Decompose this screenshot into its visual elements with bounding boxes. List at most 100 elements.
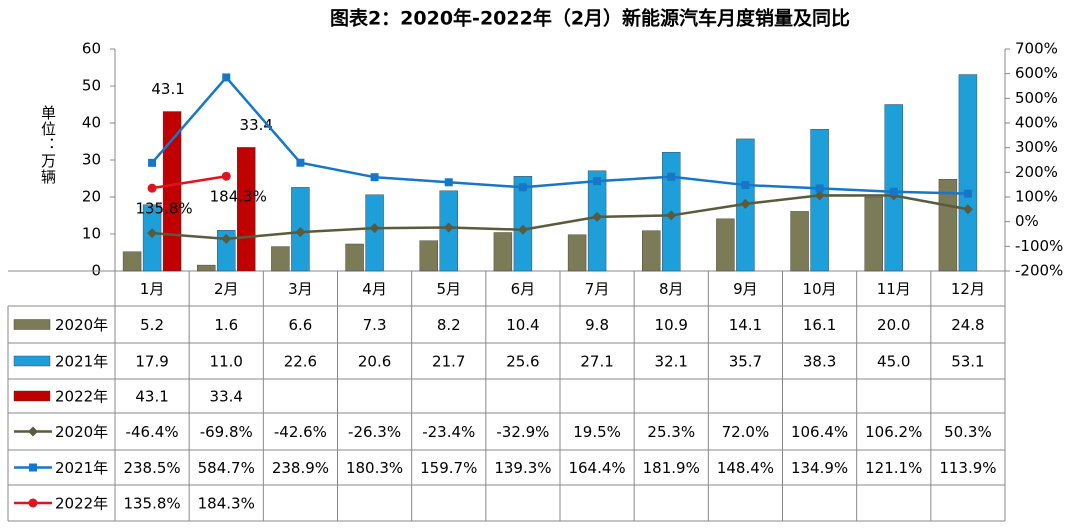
data-label: 43.1 [151, 80, 184, 98]
table-cell: 180.3% [346, 459, 403, 477]
table-cell: 238.9% [272, 459, 329, 477]
legend-label: 2022年 [55, 388, 108, 406]
table-cell: 113.9% [939, 459, 996, 477]
line-marker [443, 222, 454, 233]
table-cell: -46.4% [126, 423, 179, 441]
table-cell: 27.1 [580, 353, 613, 371]
table-cell: 181.9% [643, 459, 700, 477]
legend-label: 2020年 [55, 423, 108, 441]
x-tick-label: 10月 [803, 280, 837, 298]
table-cell: 5.2 [140, 316, 164, 334]
bar [162, 111, 182, 272]
table-cell: 38.3 [803, 353, 836, 371]
table-cell: 238.5% [123, 459, 180, 477]
x-tick-label: 4月 [362, 280, 387, 298]
table-cell: 10.4 [506, 316, 539, 334]
bar [493, 232, 513, 272]
x-tick-label: 6月 [511, 280, 536, 298]
line [151, 174, 227, 190]
line-marker [667, 172, 676, 181]
table-cell: 8.2 [437, 316, 461, 334]
y-tick-label: 30 [82, 151, 101, 169]
x-tick-label: 9月 [733, 280, 758, 298]
y-tick-label: 20 [82, 188, 101, 206]
table-cell: 20.0 [877, 316, 910, 334]
y2-tick-label: -100% [1015, 237, 1063, 255]
bar [958, 74, 978, 272]
bar [122, 251, 142, 272]
x-tick-label: 8月 [659, 280, 684, 298]
line-marker [147, 183, 157, 193]
y2-tick-label: 600% [1015, 64, 1058, 82]
line-marker [370, 173, 379, 182]
y2-tick-label: 700% [1015, 40, 1058, 58]
y2-tick-label: 400% [1015, 114, 1058, 132]
table-cell: 17.9 [135, 353, 168, 371]
x-tick-label: 3月 [288, 280, 313, 298]
line-marker [369, 223, 380, 234]
table-cell: 35.7 [729, 353, 762, 371]
data-label: 135.8% [135, 200, 192, 218]
x-tick-label: 7月 [585, 280, 610, 298]
line-marker [517, 224, 528, 235]
table-cell: 1.6 [214, 316, 238, 334]
y-tick-label: 40 [82, 114, 101, 132]
legend-marker [28, 426, 38, 437]
x-tick-label: 11月 [877, 280, 911, 298]
bar [716, 218, 735, 272]
table-cell: 25.3% [647, 423, 695, 441]
y2-tick-label: -200% [1015, 262, 1063, 280]
y2-tick-label: 300% [1015, 138, 1058, 156]
bar [271, 246, 290, 272]
line-marker [295, 227, 306, 238]
table-cell: 72.0% [722, 423, 770, 441]
table-cell: 164.4% [568, 459, 625, 477]
table-cell: 19.5% [573, 423, 621, 441]
table-cell: 106.4% [791, 423, 848, 441]
line-marker [221, 171, 231, 181]
line-marker [592, 211, 603, 222]
line-marker [147, 228, 158, 239]
table-cell: -26.3% [348, 423, 401, 441]
table-cell: -42.6% [274, 423, 327, 441]
line-marker [666, 210, 677, 221]
bar [217, 230, 236, 272]
bar [197, 264, 216, 272]
line-marker [148, 158, 157, 167]
legend-label: 2020年 [55, 316, 108, 334]
table-cell: 25.6 [506, 353, 539, 371]
table-cell: 139.3% [494, 459, 551, 477]
line-marker [962, 204, 973, 215]
x-tick-label: 2月 [214, 280, 239, 298]
table-cell: 24.8 [951, 316, 984, 334]
bar [345, 243, 364, 272]
line-marker [222, 73, 231, 82]
table-cell: 9.8 [585, 316, 609, 334]
bar [567, 234, 587, 272]
table-cell: 33.4 [210, 388, 243, 406]
legend-label: 2021年 [55, 459, 108, 477]
table-cell: 45.0 [877, 353, 910, 371]
table-cell: 134.9% [791, 459, 848, 477]
line-marker [740, 198, 751, 209]
table-cell: -23.4% [422, 423, 475, 441]
line-marker [444, 178, 453, 187]
y2-tick-label: 0% [1015, 212, 1039, 230]
legend-label: 2022年 [55, 495, 108, 513]
bar [419, 240, 438, 272]
bar [642, 230, 661, 272]
table-cell: 53.1 [951, 353, 984, 371]
table-cell: 16.1 [803, 316, 836, 334]
table-cell: 7.3 [363, 316, 387, 334]
legend-swatch [13, 390, 51, 402]
line-marker [593, 177, 602, 186]
table-cell: 22.6 [284, 353, 317, 371]
table-cell: 121.1% [865, 459, 922, 477]
line-marker [518, 183, 527, 192]
line-marker [296, 158, 305, 167]
y2-tick-label: 500% [1015, 89, 1058, 107]
table-cell: 14.1 [729, 316, 762, 334]
x-tick-label: 1月 [140, 280, 165, 298]
y2-tick-label: 100% [1015, 188, 1058, 206]
